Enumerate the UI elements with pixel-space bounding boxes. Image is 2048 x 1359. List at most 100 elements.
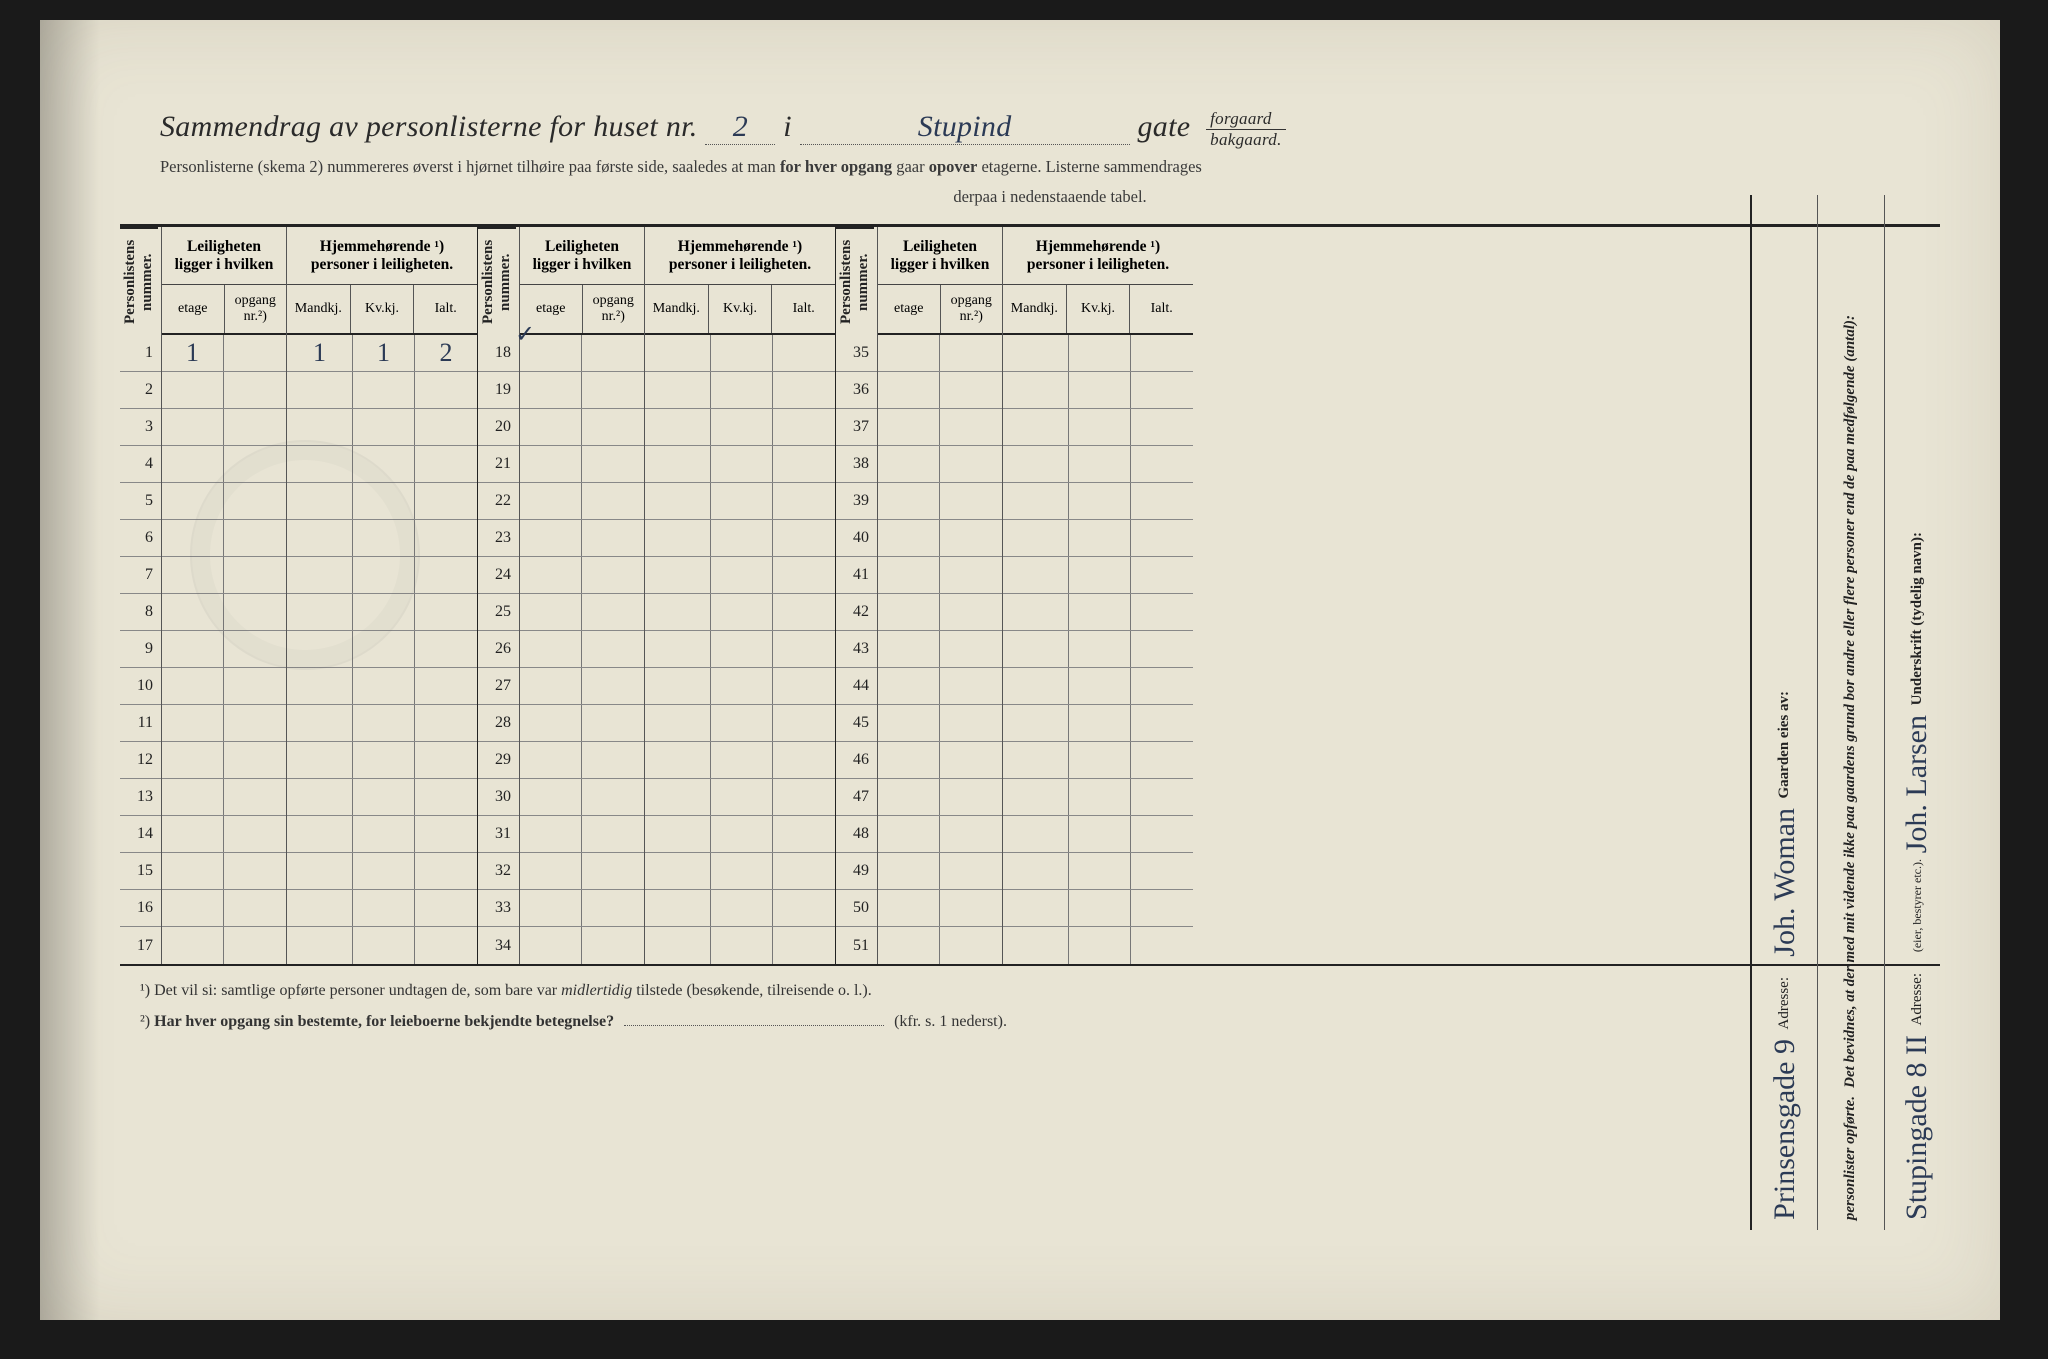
cell-kvkj <box>1069 372 1131 408</box>
cell-opgang <box>582 816 644 852</box>
signature-column: Underskrift (tydelig navn): Joh. Larsen … <box>1884 195 1950 1230</box>
cell-ialt <box>1131 816 1193 852</box>
cell-etage <box>878 594 940 630</box>
cell-kvkj <box>711 890 773 926</box>
cell-kvkj <box>1069 705 1131 741</box>
cell-opgang <box>940 890 1002 926</box>
side-attestation-panel: Gaarden eies av: Joh. Woman Adresse: Pri… <box>1750 195 1950 1230</box>
cell-kvkj <box>1069 668 1131 704</box>
cell-kvkj <box>711 705 773 741</box>
cell-ialt <box>1131 705 1193 741</box>
cell-etage <box>878 890 940 926</box>
fn2a: ²) <box>140 1013 154 1030</box>
cell-kvkj <box>353 705 415 741</box>
cell-ialt <box>1131 853 1193 889</box>
cell-ialt <box>415 446 477 482</box>
cell-etage <box>520 446 582 482</box>
cell-ialt <box>1131 372 1193 408</box>
cell-etage <box>520 557 582 593</box>
form-header: Sammendrag av personlisterne for huset n… <box>160 110 1940 210</box>
col-personlistens: Personlistens nummer. <box>836 227 874 335</box>
row-number: 16 <box>120 890 161 926</box>
cell-opgang <box>582 335 644 371</box>
row-number: 19 <box>478 372 519 408</box>
cell-opgang <box>224 705 286 741</box>
col-etage: etage <box>162 285 225 333</box>
row-number: 21 <box>478 446 519 482</box>
cell-opgang <box>582 520 644 556</box>
cell-etage <box>878 483 940 519</box>
cell-mandkj <box>645 890 711 926</box>
cell-etage <box>520 853 582 889</box>
subheading: Personlisterne (skema 2) nummereres øver… <box>160 155 1940 180</box>
cell-etage <box>878 742 940 778</box>
cell-kvkj <box>711 853 773 889</box>
row-number: 23 <box>478 520 519 556</box>
cell-ialt <box>415 742 477 778</box>
signature-label: Underskrift (tydelig navn): <box>1909 532 1926 705</box>
col-personlistens: Personlistens nummer. <box>478 227 516 335</box>
col-ialt: Ialt. <box>414 285 477 333</box>
row-number: 35 <box>836 335 877 371</box>
cell-ialt <box>773 742 835 778</box>
cell-kvkj <box>1069 816 1131 852</box>
cell-etage <box>520 742 582 778</box>
cell-mandkj <box>645 520 711 556</box>
cell-mandkj <box>645 668 711 704</box>
cell-opgang <box>582 742 644 778</box>
cell-etage <box>162 668 224 704</box>
cell-etage <box>162 446 224 482</box>
cell-ialt <box>773 890 835 926</box>
cell-mandkj <box>1003 705 1069 741</box>
col-kvkj: Kv.kj. <box>709 285 773 333</box>
cell-ialt <box>773 335 835 371</box>
cell-ialt <box>773 927 835 964</box>
table-block: Personlistens nummer.3536373839404142434… <box>836 227 1193 964</box>
cell-mandkj <box>645 557 711 593</box>
cell-etage <box>520 927 582 964</box>
cell-opgang <box>224 409 286 445</box>
cell-mandkj <box>1003 594 1069 630</box>
cell-ialt <box>773 631 835 667</box>
cell-kvkj: 1 <box>353 335 415 371</box>
cell-ialt <box>1131 446 1193 482</box>
cell-ialt <box>773 483 835 519</box>
col-hjemmehorende: Hjemmehørende ¹)personer i leiligheten. <box>1003 227 1193 285</box>
col-leiligheten: Leilighetenligger i hvilken <box>162 227 286 285</box>
cell-mandkj <box>287 668 353 704</box>
sub1b: for hver opgang <box>780 157 892 176</box>
attestation-column: Det bevidnes, at der med mit vidende ikk… <box>1817 195 1883 1230</box>
cell-mandkj <box>645 409 711 445</box>
cell-ialt <box>773 705 835 741</box>
cell-etage <box>520 631 582 667</box>
personlister-label: personlister opførte. <box>1842 1096 1859 1220</box>
cell-kvkj <box>1069 631 1131 667</box>
cell-opgang <box>224 742 286 778</box>
cell-mandkj <box>645 705 711 741</box>
cell-opgang <box>940 779 1002 815</box>
col-mandkj: Mandkj. <box>287 285 351 333</box>
cell-mandkj <box>645 853 711 889</box>
cell-mandkj <box>287 816 353 852</box>
row-number: 44 <box>836 668 877 704</box>
cell-etage <box>520 594 582 630</box>
sub1e: etagerne. Listerne sammendrages <box>977 157 1201 176</box>
cell-ialt <box>415 890 477 926</box>
cell-kvkj <box>711 557 773 593</box>
cell-opgang <box>582 890 644 926</box>
cell-kvkj <box>711 816 773 852</box>
row-number: 47 <box>836 779 877 815</box>
cell-kvkj <box>353 372 415 408</box>
fn2c: (kfr. s. 1 nederst). <box>894 1013 1007 1030</box>
cell-ialt <box>773 520 835 556</box>
cell-opgang <box>224 890 286 926</box>
row-number: 48 <box>836 816 877 852</box>
cell-mandkj <box>1003 890 1069 926</box>
owner-label: Gaarden eies av: <box>1776 691 1793 798</box>
row-number: 32 <box>478 853 519 889</box>
cell-ialt <box>1131 631 1193 667</box>
cell-etage <box>162 816 224 852</box>
cell-opgang <box>940 594 1002 630</box>
cell-etage <box>162 853 224 889</box>
row-number: 45 <box>836 705 877 741</box>
